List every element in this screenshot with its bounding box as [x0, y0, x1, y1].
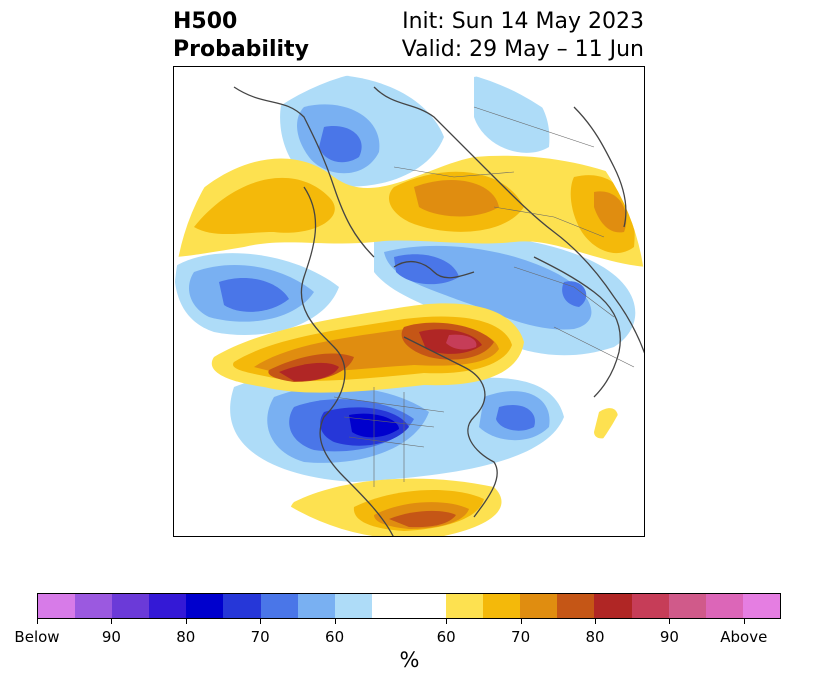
- title-line-2: Probability: [173, 37, 309, 62]
- map-title: H500 Probability: [173, 8, 309, 64]
- colorbar-tick: [185, 619, 187, 624]
- colorbar-tick-label: 80: [176, 628, 196, 646]
- colorbar-segment: [297, 594, 335, 618]
- colorbar-segment: [186, 594, 224, 618]
- colorbar-tick-label: 70: [250, 628, 270, 646]
- colorbar-tick-label: 80: [585, 628, 605, 646]
- colorbar-segment: [112, 594, 150, 618]
- below-band-northeast: [474, 75, 550, 153]
- probability-map-svg: [174, 74, 644, 536]
- colorbar-tick-label: 60: [436, 628, 456, 646]
- colorbar-segment: [631, 594, 669, 618]
- political-borders: [333, 106, 635, 487]
- colorbar-tick-label: 90: [101, 628, 121, 646]
- colorbar-tick: [669, 619, 671, 624]
- colorbar-segment: [408, 594, 447, 618]
- colorbar-segment: [668, 594, 706, 618]
- colorbar-units: %: [399, 648, 420, 672]
- colorbar-segment: [75, 594, 113, 618]
- date-info: Init: Sun 14 May 2023 Valid: 29 May – 11…: [402, 8, 644, 64]
- colorbar-tick: [520, 619, 522, 624]
- colorbar-tick: [743, 619, 745, 624]
- colorbar-segment: [742, 594, 780, 618]
- colorbar-segment: [705, 594, 743, 618]
- colorbar-segment: [334, 594, 372, 618]
- colorbar-segment: [446, 594, 484, 618]
- colorbar-tick-label: Above: [720, 628, 768, 646]
- coastlines: [233, 86, 644, 536]
- colorbar-tick: [260, 619, 262, 624]
- valid-range: Valid: 29 May – 11 Jun: [401, 37, 644, 62]
- colorbar-segment: [371, 594, 409, 618]
- colorbar-segment: [38, 594, 76, 618]
- colorbar-tick: [37, 619, 38, 624]
- colorbar-tick: [334, 619, 336, 624]
- colorbar-tick: [595, 619, 596, 624]
- colorbar-segment: [520, 594, 558, 618]
- colorbar-tick: [111, 619, 113, 624]
- colorbar-segment: [557, 594, 595, 618]
- colorbar-segment: [149, 594, 187, 618]
- colorbar-segment: [483, 594, 521, 618]
- colorbar-segment: [594, 594, 632, 618]
- colorbar-tick-label: Below: [14, 628, 60, 646]
- init-date: Init: Sun 14 May 2023: [402, 9, 644, 34]
- colorbar-tick-label: 90: [659, 628, 679, 646]
- title-line-1: H500: [173, 9, 238, 34]
- colorbar-segment: [260, 594, 298, 618]
- colorbar-tick-label: 70: [511, 628, 531, 646]
- colorbar-ticks: [37, 619, 781, 627]
- colorbar-tick-label: 60: [325, 628, 345, 646]
- colorbar-tick: [446, 619, 448, 624]
- probability-map: [173, 66, 645, 537]
- probability-fields: [174, 74, 644, 536]
- colorbar-segment: [223, 594, 261, 618]
- colorbar: [37, 593, 781, 619]
